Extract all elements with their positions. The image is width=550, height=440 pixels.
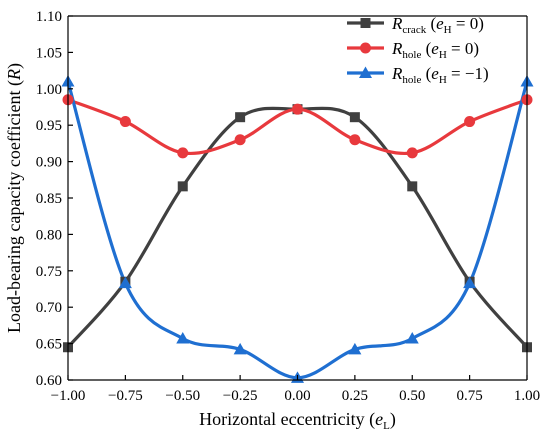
x-tick-label-0: −1.00: [51, 388, 86, 404]
legend-marker-1: [360, 42, 371, 54]
series-2-point-6: [405, 332, 419, 344]
x-tick-label-7: 0.75: [457, 388, 483, 404]
legend-label-2: Rhole (eH = −1): [391, 64, 489, 86]
legend-cond-pre-0: (: [426, 14, 436, 33]
x-axis-title: Horizontal eccentricity (eL): [199, 409, 396, 432]
series-0-point-3: [235, 112, 246, 123]
series-1-point-6: [406, 147, 418, 159]
legend-marker-2: [359, 66, 372, 78]
x-tick-label-8: 1.00: [514, 388, 540, 404]
legend-cond-var-2: e: [431, 64, 439, 83]
legend: Rcrack (eH = 0)Rhole (eH = 0)Rhole (eH =…: [347, 14, 489, 86]
series-2-point-2: [176, 332, 190, 344]
x-title-var: e: [375, 409, 383, 429]
series-group: [68, 81, 527, 380]
legend-sub-0: crack: [402, 24, 426, 36]
legend-var-2: R: [391, 64, 403, 83]
series-0-point-5: [349, 112, 360, 123]
legend-var-0: R: [391, 14, 403, 33]
legend-cond-sub-0: H: [444, 24, 452, 36]
y-tick-label-3: 0.75: [36, 264, 62, 280]
y-tick-label-7: 0.95: [36, 118, 62, 134]
y-tick-label-2: 0.70: [36, 300, 62, 316]
y-title-end: ): [4, 63, 25, 69]
series-1-point-1: [119, 116, 131, 128]
series-2-point-3: [233, 342, 247, 355]
series-2-point-7: [463, 276, 477, 289]
legend-var-1: R: [391, 39, 403, 58]
legend-cond-sub-2: H: [439, 74, 447, 86]
x-tick-label-2: −0.50: [165, 388, 200, 404]
x-tick-label-4: 0.00: [284, 388, 310, 404]
y-title-var: R: [4, 69, 24, 81]
y-tick-label-9: 1.05: [36, 45, 62, 61]
legend-label-0: Rcrack (eH = 0): [391, 14, 484, 36]
legend-cond-post-1: = 0): [447, 39, 479, 58]
legend-cond-pre-2: (: [421, 64, 431, 83]
series-0-point-6: [407, 181, 418, 192]
x-tick-label-3: −0.25: [223, 388, 258, 404]
legend-cond-post-2: = −1): [447, 64, 489, 83]
series-1-point-3: [234, 134, 246, 146]
y-tick-label-6: 0.90: [36, 155, 62, 171]
x-tick-label-1: −0.75: [108, 388, 143, 404]
y-tick-label-8: 1.00: [36, 82, 62, 98]
y-tick-label-10: 1.10: [36, 9, 62, 25]
x-title-text: Horizontal eccentricity (: [199, 409, 375, 430]
y-title-text: Load-bearing capacity coefficient (: [4, 80, 25, 333]
legend-sub-1: hole: [402, 49, 421, 61]
y-tick-label-0: 0.60: [36, 373, 62, 389]
legend-cond-var-1: e: [431, 39, 439, 58]
legend-cond-post-0: = 0): [452, 14, 484, 33]
series-1-point-2: [177, 147, 189, 159]
x-title-end: ): [390, 409, 396, 430]
y-tick-label-4: 0.80: [36, 227, 62, 243]
legend-sub-2: hole: [402, 74, 421, 86]
legend-marker-0: [360, 18, 371, 28]
legend-label-1: Rhole (eH = 0): [391, 39, 479, 61]
plot-area: [61, 75, 534, 383]
series-1-point-7: [464, 116, 476, 128]
x-tick-label-5: 0.25: [342, 388, 368, 404]
series-2-point-1: [118, 276, 132, 289]
series-2-point-5: [348, 342, 362, 355]
x-tick-label-6: 0.50: [399, 388, 425, 404]
legend-cond-var-0: e: [436, 14, 444, 33]
y-axis-title: Load-bearing capacity coefficient (R): [4, 63, 25, 333]
series-0-point-2: [177, 181, 188, 192]
y-tick-label-5: 0.85: [36, 191, 62, 207]
series-1-point-5: [349, 134, 361, 146]
x-title-sub: L: [383, 420, 390, 432]
series-line-0: [68, 106, 527, 349]
series-line-2: [68, 81, 527, 380]
y-tick-label-1: 0.65: [36, 337, 62, 353]
legend-cond-sub-1: H: [439, 49, 447, 61]
series-1-point-4: [292, 103, 303, 115]
axes: −1.00 −0.75 −0.50 −0.25 0.00 0.25 0.50 0.75 1.00…: [36, 9, 540, 404]
legend-cond-pre-1: (: [421, 39, 431, 58]
